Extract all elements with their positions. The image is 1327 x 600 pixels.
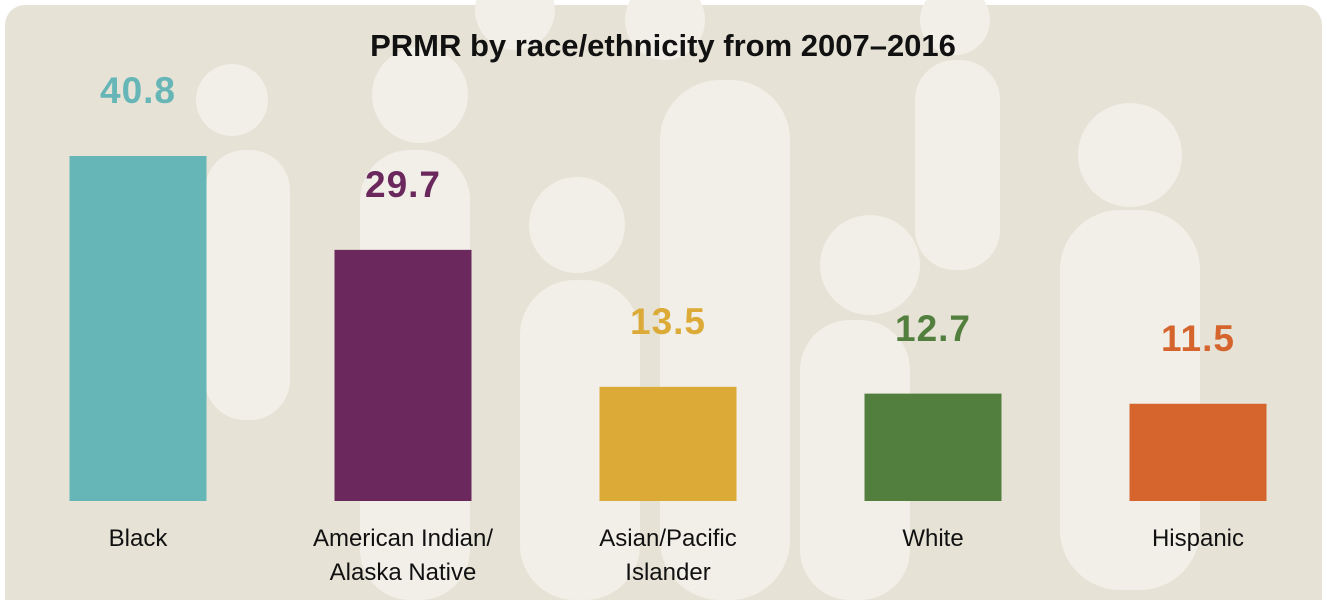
bar <box>1129 403 1267 501</box>
category-label: White <box>902 525 964 552</box>
value-label: 13.5 <box>629 300 707 342</box>
category-label: American Indian/ Alaska Native <box>312 525 494 586</box>
chart-title: PRMR by race/ethnicity from 2007–2016 <box>370 28 956 63</box>
bar <box>69 156 207 501</box>
bar <box>864 393 1002 501</box>
category-label: Hispanic <box>1151 525 1245 552</box>
value-label: 40.8 <box>99 70 177 111</box>
bar <box>334 249 472 501</box>
category-label: Black <box>108 525 168 552</box>
silhouettes <box>196 0 1200 600</box>
value-label: 29.7 <box>364 163 442 205</box>
category-label: Asian/Pacific Islander <box>599 525 737 586</box>
value-label: 11.5 <box>1161 317 1235 359</box>
bar <box>599 386 737 501</box>
value-label: 12.7 <box>894 307 972 349</box>
